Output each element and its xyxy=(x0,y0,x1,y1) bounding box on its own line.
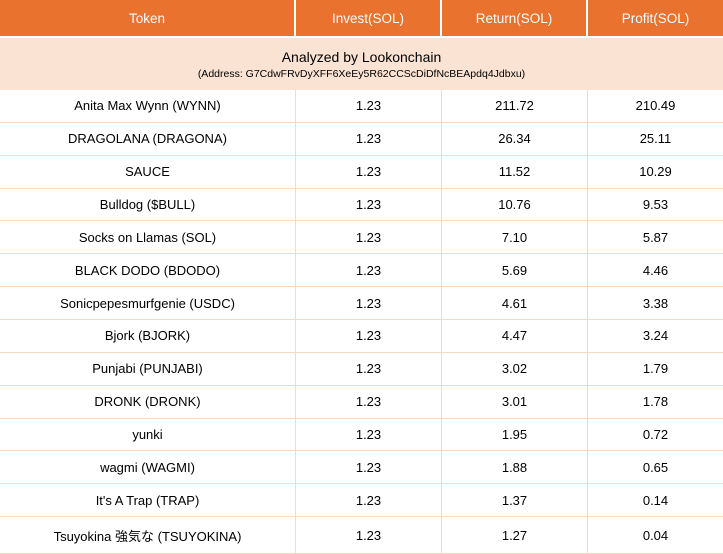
column-header-profit: Profit(SOL) xyxy=(621,10,690,26)
table-header-row: Token Invest(SOL) Return(SOL) Profit(SOL… xyxy=(0,0,723,38)
profit-cell: 5.87 xyxy=(642,229,669,245)
token-cell: DRONK (DRONK) xyxy=(0,385,296,418)
token-cell: DRAGOLANA (DRAGONA) xyxy=(0,122,296,155)
table-row: It's A Trap (TRAP) 1.23 1.37 0.14 xyxy=(0,484,723,518)
return-cell: 5.69 xyxy=(442,254,588,287)
profit-cell: 1.78 xyxy=(642,394,669,410)
column-header-token: Token xyxy=(0,0,296,36)
profit-cell: 210.49 xyxy=(635,98,676,114)
invest-cell: 1.23 xyxy=(296,451,442,484)
token-cell: It's A Trap (TRAP) xyxy=(0,484,296,517)
token-cell: yunki xyxy=(0,418,296,451)
token-cell: Bjork (BJORK) xyxy=(0,320,296,352)
token-cell: Tsuyokina 強気な (TSUYOKINA) xyxy=(0,517,296,554)
analysis-banner: Analyzed by Lookonchain (Address: G7CdwF… xyxy=(0,38,723,90)
token-cell: BLACK DODO (BDODO) xyxy=(0,254,296,287)
invest-cell: 1.23 xyxy=(296,352,442,385)
return-cell: 10.76 xyxy=(442,188,588,221)
profit-cell: 9.53 xyxy=(642,197,669,212)
return-cell: 4.61 xyxy=(442,287,588,320)
return-cell: 1.88 xyxy=(442,451,588,484)
profit-cell: 0.72 xyxy=(642,427,669,443)
profit-cell: 3.38 xyxy=(642,295,669,311)
invest-cell: 1.23 xyxy=(296,188,442,221)
profit-cell: 0.14 xyxy=(642,492,669,508)
return-cell: 1.27 xyxy=(442,517,588,554)
profit-cell: 0.04 xyxy=(642,527,669,543)
table-row: DRONK (DRONK) 1.23 3.01 1.78 xyxy=(0,385,723,419)
return-cell: 1.95 xyxy=(442,418,588,451)
table-row: Punjabi (PUNJABI) 1.23 3.02 1.79 xyxy=(0,352,723,386)
return-cell: 3.01 xyxy=(442,385,588,418)
return-cell: 26.34 xyxy=(442,122,588,155)
invest-cell: 1.23 xyxy=(296,418,442,451)
invest-cell: 1.23 xyxy=(296,517,442,554)
invest-cell: 1.23 xyxy=(296,484,442,517)
invest-cell: 1.23 xyxy=(296,122,442,155)
profit-cell: 4.46 xyxy=(642,262,669,278)
token-cell: Sonicpepesmurfgenie (USDC) xyxy=(0,287,296,320)
token-cell: SAUCE xyxy=(0,155,296,188)
table-row: Sonicpepesmurfgenie (USDC) 1.23 4.61 3.38 xyxy=(0,287,723,321)
return-cell: 4.47 xyxy=(442,320,588,352)
profit-cell: 25.11 xyxy=(639,131,672,147)
invest-cell: 1.23 xyxy=(296,221,442,254)
table-row: Tsuyokina 強気な (TSUYOKINA) 1.23 1.27 0.04 xyxy=(0,517,723,554)
table-row: Anita Max Wynn (WYNN) 1.23 211.72 210.49 xyxy=(0,90,723,123)
return-cell: 211.72 xyxy=(442,90,588,122)
table-row: SAUCE 1.23 11.52 10.29 xyxy=(0,155,723,189)
profit-cell: 3.24 xyxy=(642,328,669,344)
invest-cell: 1.23 xyxy=(296,385,442,418)
profit-cell: 1.79 xyxy=(642,361,669,377)
return-cell: 3.02 xyxy=(442,352,588,385)
token-cell: Anita Max Wynn (WYNN) xyxy=(0,90,296,122)
analysis-banner-title: Analyzed by Lookonchain xyxy=(281,48,442,65)
table-row: wagmi (WAGMI) 1.23 1.88 0.65 xyxy=(0,451,723,485)
table-row: Bjork (BJORK) 1.23 4.47 3.24 xyxy=(0,320,723,353)
return-cell: 7.10 xyxy=(442,221,588,254)
token-cell: Bulldog ($BULL) xyxy=(0,188,296,221)
token-cell: Punjabi (PUNJABI) xyxy=(0,352,296,385)
profit-cell: 0.65 xyxy=(642,459,669,475)
table-row: yunki 1.23 1.95 0.72 xyxy=(0,418,723,452)
column-header-return: Return(SOL) xyxy=(442,0,588,36)
token-cell: Socks on Llamas (SOL) xyxy=(0,221,296,254)
invest-cell: 1.23 xyxy=(296,254,442,287)
table-row: Socks on Llamas (SOL) 1.23 7.10 5.87 xyxy=(0,221,723,255)
table-row: BLACK DODO (BDODO) 1.23 5.69 4.46 xyxy=(0,254,723,288)
table-row: DRAGOLANA (DRAGONA) 1.23 26.34 25.11 xyxy=(0,122,723,156)
table-row: Bulldog ($BULL) 1.23 10.76 9.53 xyxy=(0,188,723,222)
invest-cell: 1.23 xyxy=(296,320,442,352)
return-cell: 1.37 xyxy=(442,484,588,517)
invest-cell: 1.23 xyxy=(296,90,442,122)
invest-cell: 1.23 xyxy=(296,155,442,188)
return-cell: 11.52 xyxy=(442,155,588,188)
table-body: Anita Max Wynn (WYNN) 1.23 211.72 210.49 DRA… xyxy=(0,90,723,554)
invest-cell: 1.23 xyxy=(296,287,442,320)
column-header-invest: Invest(SOL) xyxy=(296,0,442,36)
profit-cell: 10.29 xyxy=(639,164,672,180)
analysis-banner-address: (Address: G7CdwFRvDyXFF6XeEy5R62CCScDiDf… xyxy=(197,67,526,80)
token-cell: wagmi (WAGMI) xyxy=(0,451,296,484)
